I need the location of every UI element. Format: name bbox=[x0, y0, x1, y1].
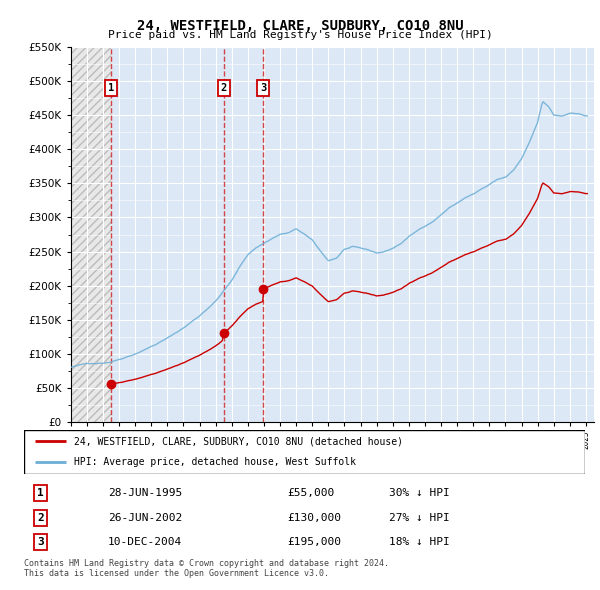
Text: 1: 1 bbox=[108, 83, 114, 93]
Text: 24, WESTFIELD, CLARE, SUDBURY, CO10 8NU: 24, WESTFIELD, CLARE, SUDBURY, CO10 8NU bbox=[137, 19, 463, 33]
Text: 2: 2 bbox=[37, 513, 44, 523]
Text: 28-JUN-1995: 28-JUN-1995 bbox=[108, 489, 182, 498]
Text: 26-JUN-2002: 26-JUN-2002 bbox=[108, 513, 182, 523]
Text: 1: 1 bbox=[37, 489, 44, 498]
Text: £130,000: £130,000 bbox=[287, 513, 341, 523]
Text: Price paid vs. HM Land Registry's House Price Index (HPI): Price paid vs. HM Land Registry's House … bbox=[107, 30, 493, 40]
Text: 3: 3 bbox=[260, 83, 266, 93]
Bar bbox=[71, 47, 111, 422]
Text: HPI: Average price, detached house, West Suffolk: HPI: Average price, detached house, West… bbox=[74, 457, 356, 467]
Text: £55,000: £55,000 bbox=[287, 489, 335, 498]
Text: 24, WESTFIELD, CLARE, SUDBURY, CO10 8NU (detached house): 24, WESTFIELD, CLARE, SUDBURY, CO10 8NU … bbox=[74, 437, 403, 447]
Text: 18% ↓ HPI: 18% ↓ HPI bbox=[389, 537, 449, 548]
Text: 30% ↓ HPI: 30% ↓ HPI bbox=[389, 489, 449, 498]
Text: 3: 3 bbox=[37, 537, 44, 548]
FancyBboxPatch shape bbox=[24, 430, 585, 474]
Text: 2: 2 bbox=[220, 83, 227, 93]
Text: £195,000: £195,000 bbox=[287, 537, 341, 548]
Text: Contains HM Land Registry data © Crown copyright and database right 2024.: Contains HM Land Registry data © Crown c… bbox=[24, 559, 389, 568]
Text: 10-DEC-2004: 10-DEC-2004 bbox=[108, 537, 182, 548]
Text: 27% ↓ HPI: 27% ↓ HPI bbox=[389, 513, 449, 523]
Text: This data is licensed under the Open Government Licence v3.0.: This data is licensed under the Open Gov… bbox=[24, 569, 329, 578]
